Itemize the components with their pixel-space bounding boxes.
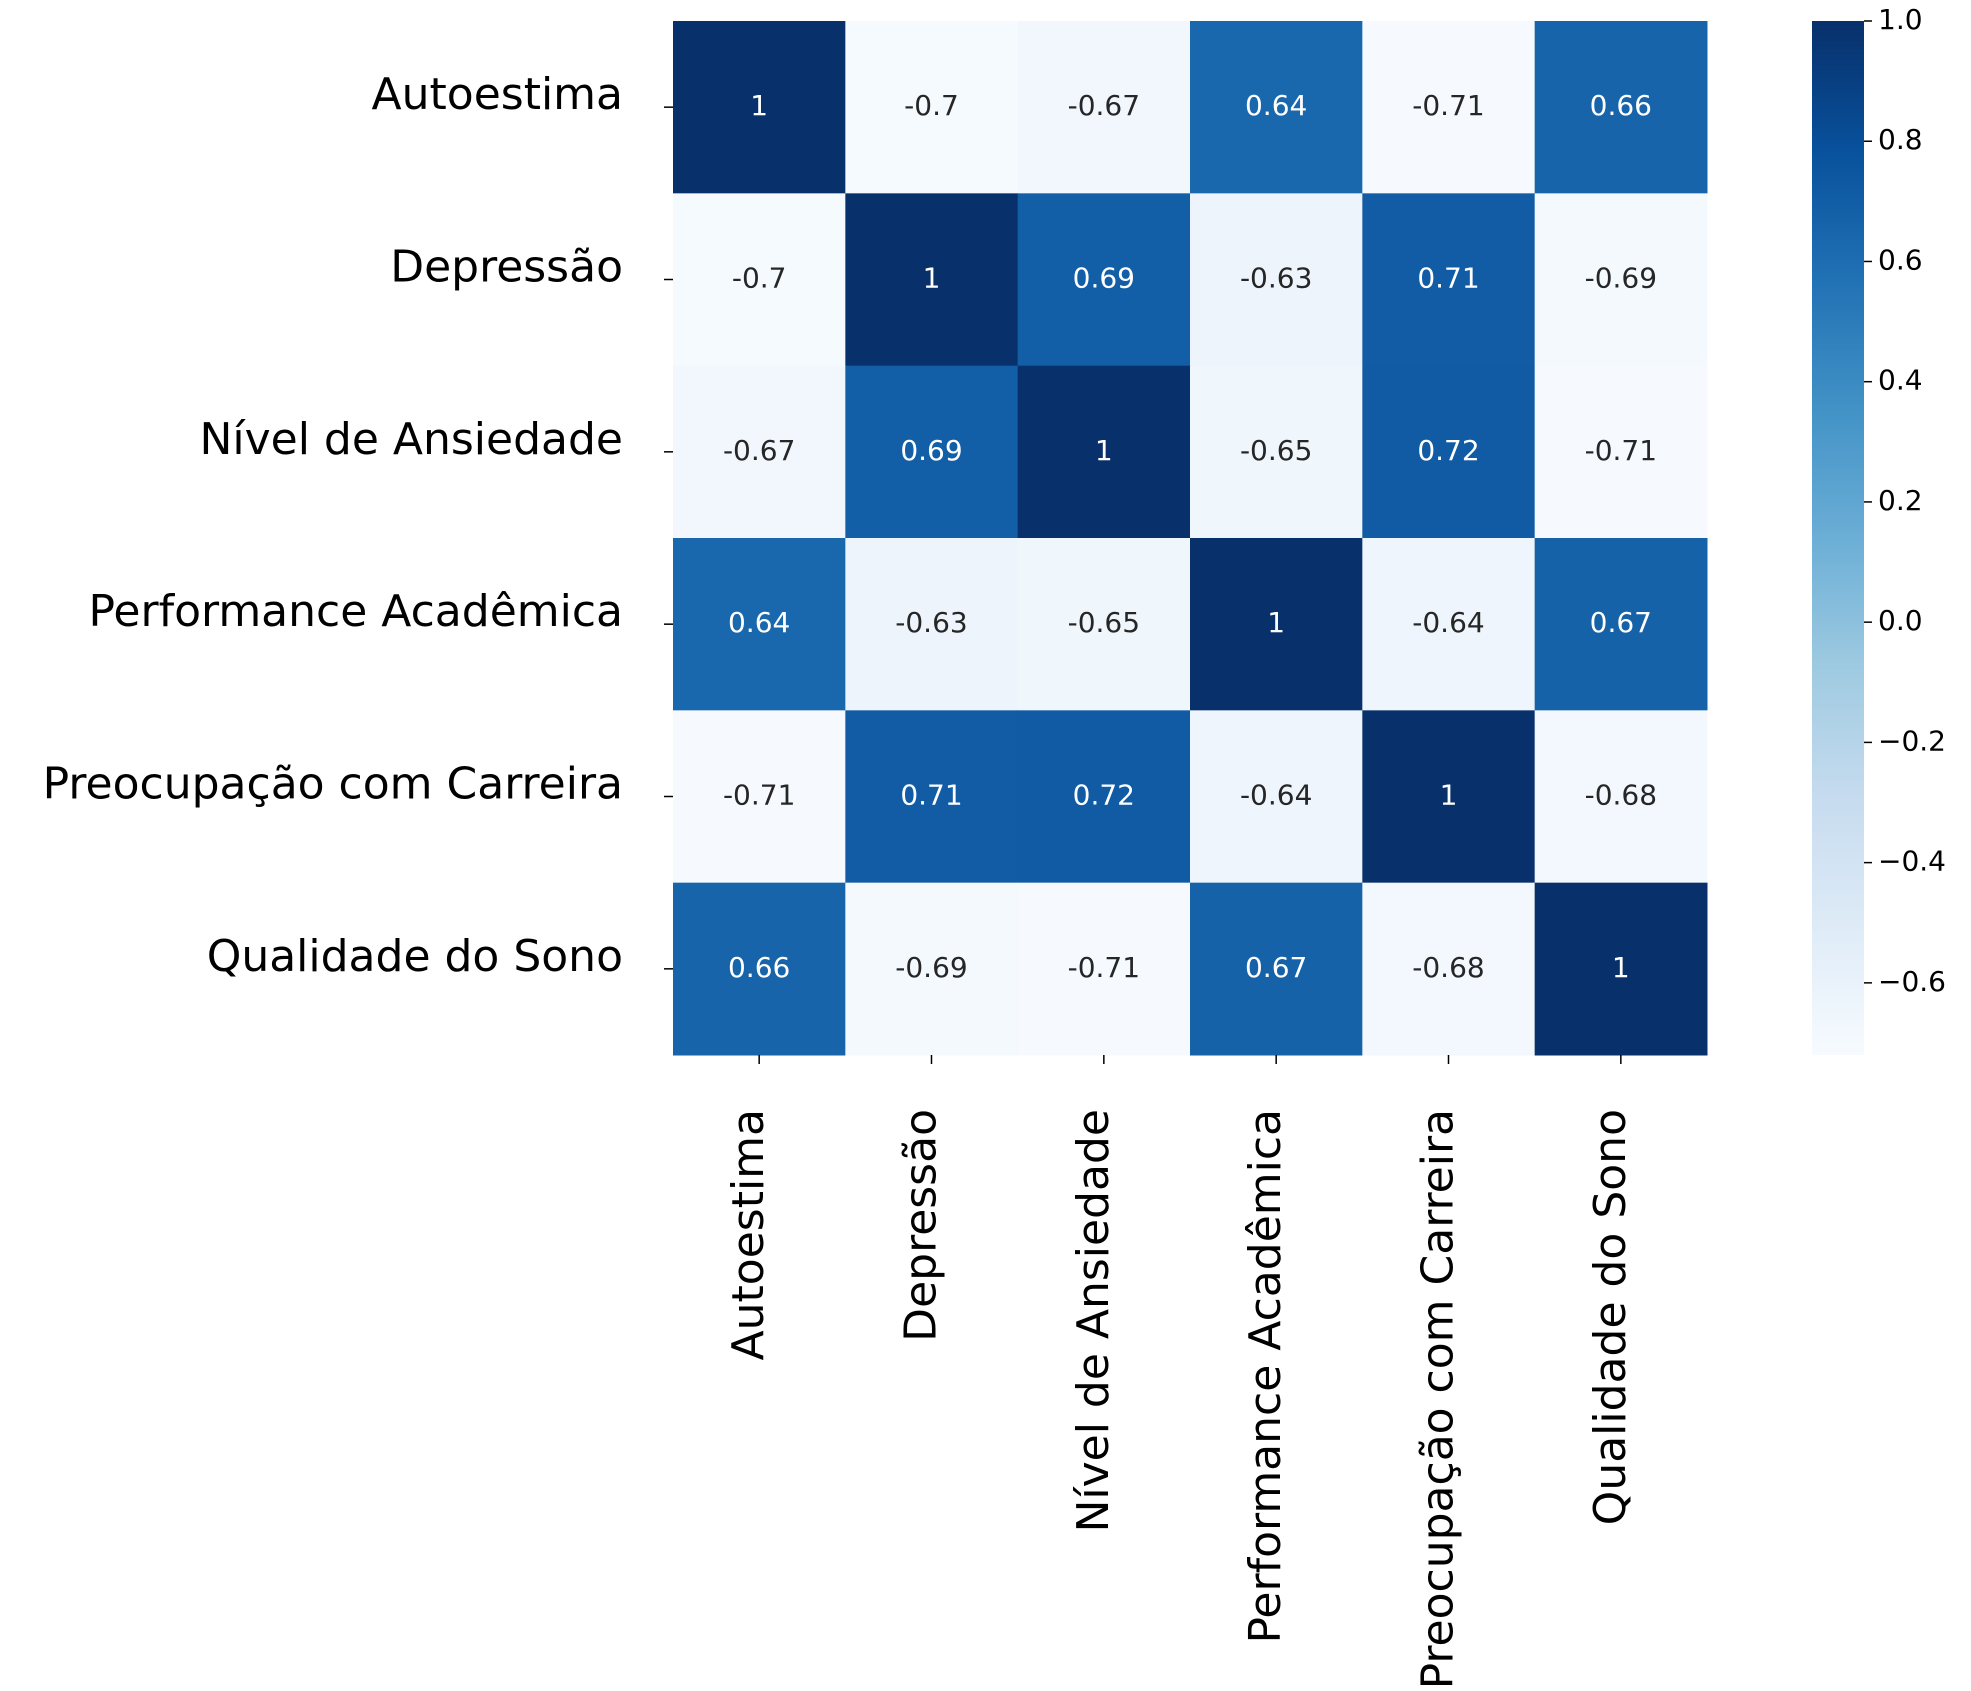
heatmap-cell: [1362, 882, 1536, 1056]
x-tick-label: Autoestima: [723, 1109, 774, 1360]
y-tick-label: Preocupação com Carreira: [43, 759, 623, 810]
heatmap-cell: [1534, 882, 1708, 1056]
cell-label: -0.71: [1585, 434, 1657, 467]
cell-label: -0.67: [723, 434, 795, 467]
heatmap-cell: [1362, 193, 1536, 367]
colorbar-tick-label: −0.2: [1878, 724, 1946, 757]
x-tick-label: Qualidade do Sono: [1585, 1109, 1636, 1525]
colorbar-tick-label: 0.2: [1878, 484, 1923, 517]
cell-label: -0.68: [1412, 951, 1484, 984]
cell-label: 1: [1267, 606, 1285, 639]
cell-label: -0.7: [904, 89, 959, 122]
y-tick-label: Qualidade do Sono: [207, 931, 623, 982]
cell-label: 0.71: [900, 779, 962, 812]
colorbar-tick-label: 1.0: [1878, 3, 1923, 36]
heatmap-cell: [1017, 710, 1191, 884]
heatmap-cell: [1017, 882, 1191, 1056]
heatmap-cell: [673, 193, 846, 367]
heatmap-cell: [845, 882, 1019, 1056]
y-tick-label: Nível de Ansiedade: [199, 414, 623, 465]
cell-label: -0.69: [895, 951, 967, 984]
cell-label: 0.71: [1417, 262, 1479, 295]
x-tick-label: Performance Acadêmica: [1240, 1109, 1291, 1644]
heatmap-cell: [1534, 538, 1708, 711]
heatmap-cell: [673, 21, 846, 194]
heatmap-cell: [1534, 21, 1708, 194]
heatmap-cell: [673, 538, 846, 711]
cell-label: -0.71: [1412, 89, 1484, 122]
heatmap-cell: [1534, 365, 1708, 539]
cell-label: -0.63: [895, 606, 967, 639]
x-tick-label: Depressão: [896, 1109, 947, 1342]
cell-label: -0.69: [1585, 262, 1657, 295]
heatmap-cell: [845, 365, 1019, 539]
cell-label: 0.66: [1590, 89, 1652, 122]
cell-label: 1: [923, 262, 941, 295]
heatmap-cell: [1190, 882, 1363, 1056]
heatmap-cell: [1190, 538, 1363, 711]
cell-label: -0.67: [1068, 89, 1140, 122]
cell-label: -0.64: [1412, 606, 1484, 639]
heatmap-cell: [1362, 21, 1536, 194]
cell-label: -0.64: [1240, 779, 1312, 812]
heatmap-cell: [1190, 21, 1363, 194]
heatmap-cell: [1190, 710, 1363, 884]
cell-label: 0.72: [1073, 779, 1135, 812]
cell-label: 0.69: [900, 434, 962, 467]
heatmap-cell: [845, 710, 1019, 884]
colorbar-tick-label: 0.4: [1878, 364, 1923, 397]
cell-label: 1: [1440, 779, 1458, 812]
heatmap-cell: [673, 365, 846, 539]
heatmap-cell: [845, 538, 1019, 711]
cell-label: 1: [750, 89, 768, 122]
cell-label: -0.63: [1240, 262, 1312, 295]
heatmap-cell: [1017, 193, 1191, 367]
colorbar-tick-label: 0.0: [1878, 604, 1923, 637]
cell-label: 1: [1095, 434, 1113, 467]
cell-label: 0.67: [1245, 951, 1307, 984]
colorbar: [1812, 21, 1864, 1055]
heatmap-cell: [1362, 710, 1536, 884]
cell-label: 0.72: [1417, 434, 1479, 467]
x-tick-label: Preocupação com Carreira: [1413, 1109, 1464, 1689]
heatmap-cell: [1017, 365, 1191, 539]
cell-label: 0.66: [728, 951, 790, 984]
colorbar-tick-label: −0.4: [1878, 845, 1946, 878]
cell-label: -0.71: [723, 779, 795, 812]
heatmap-cell: [1534, 710, 1708, 884]
cell-label: 0.67: [1590, 606, 1652, 639]
colorbar-tick-label: 0.8: [1878, 123, 1923, 156]
heatmap-cell: [1017, 538, 1191, 711]
heatmap-cell: [673, 710, 846, 884]
heatmap-cell: [1362, 538, 1536, 711]
x-tick-label: Nível de Ansiedade: [1068, 1109, 1119, 1533]
cell-label: -0.65: [1068, 606, 1140, 639]
cell-label: -0.65: [1240, 434, 1312, 467]
cell-label: 1: [1612, 951, 1630, 984]
heatmap-cell: [673, 882, 846, 1056]
cell-label: 0.64: [728, 606, 790, 639]
heatmap-cell: [1534, 193, 1708, 367]
heatmap-cell: [845, 193, 1019, 367]
y-tick-label: Performance Acadêmica: [88, 586, 623, 637]
y-tick-label: Depressão: [390, 242, 623, 293]
cell-label: 0.64: [1245, 89, 1307, 122]
heatmap-cell: [1017, 21, 1191, 194]
colorbar-tick-label: 0.6: [1878, 243, 1923, 276]
cell-label: -0.68: [1585, 779, 1657, 812]
heatmap-cell: [1362, 365, 1536, 539]
cell-label: 0.69: [1073, 262, 1135, 295]
heatmap-cell: [1190, 365, 1363, 539]
heatmap-cell: [1190, 193, 1363, 367]
colorbar-tick-label: −0.6: [1878, 965, 1946, 998]
heatmap-cell: [845, 21, 1019, 194]
cell-label: -0.7: [732, 262, 787, 295]
y-tick-label: Autoestima: [372, 69, 623, 120]
cell-label: -0.71: [1068, 951, 1140, 984]
